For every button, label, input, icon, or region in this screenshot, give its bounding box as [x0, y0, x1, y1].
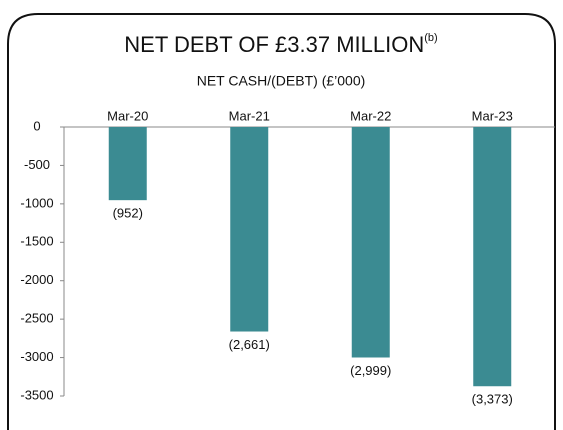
y-tick-label: -500: [24, 157, 50, 172]
value-label: (3,373): [472, 392, 513, 407]
bar: [230, 127, 269, 332]
chart-title-group: NET DEBT OF £3.37 MILLION(b): [124, 32, 437, 57]
value-label: (2,999): [350, 363, 391, 378]
x-tick-label: Mar-20: [107, 108, 148, 123]
y-tick-label: 0: [33, 118, 40, 133]
x-tick-label: Mar-23: [472, 108, 513, 123]
y-tick-label: -2500: [20, 311, 53, 326]
title-note: (b): [424, 32, 437, 44]
value-label: (2,661): [229, 337, 270, 352]
bar: [351, 127, 390, 358]
y-tick-label: -1500: [20, 234, 53, 249]
bar: [108, 127, 147, 201]
y-tick-label: -3500: [20, 387, 53, 402]
bar: [473, 127, 512, 387]
x-tick-label: Mar-22: [350, 108, 391, 123]
chart-title: NET DEBT OF £3.37 MILLION: [124, 32, 424, 57]
card-border: [7, 13, 556, 430]
y-tick-label: -1000: [20, 195, 53, 210]
value-label: (952): [113, 206, 143, 221]
y-tick-label: -3000: [20, 349, 53, 364]
chart-subtitle: NET CASH/(DEBT) (£’000): [197, 73, 366, 89]
x-tick-label: Mar-21: [229, 108, 270, 123]
y-tick-label: -2000: [20, 272, 53, 287]
